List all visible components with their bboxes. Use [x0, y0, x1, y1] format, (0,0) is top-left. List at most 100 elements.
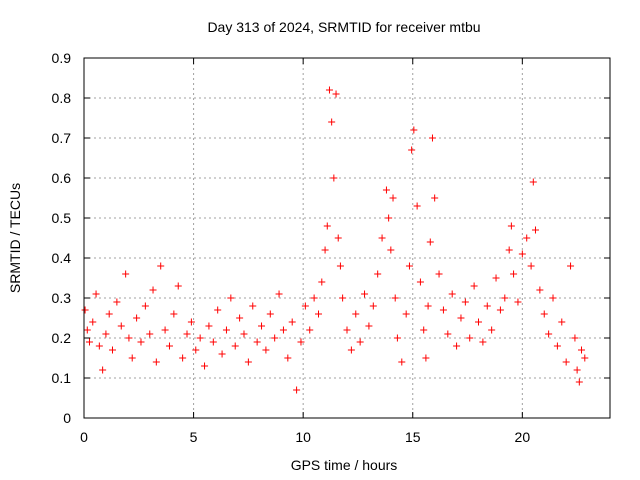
grid — [84, 58, 610, 418]
data-point — [293, 386, 301, 394]
y-tick-label: 0.4 — [52, 250, 72, 266]
axis-ticks: 0 0.1 0.2 0.3 0.4 0.5 0.6 0.7 0.8 0.9 0 5 10 15 20 — [52, 50, 610, 445]
data-point — [488, 326, 496, 334]
data-point — [391, 294, 399, 302]
data-point — [435, 270, 443, 278]
data-point — [505, 246, 513, 254]
data-point — [334, 234, 342, 242]
data-point — [545, 330, 553, 338]
data-point — [398, 358, 406, 366]
data-point — [330, 174, 338, 182]
data-point — [439, 306, 447, 314]
data-point — [416, 278, 424, 286]
data-point — [431, 194, 439, 202]
data-point — [410, 126, 418, 134]
data-point — [122, 270, 130, 278]
data-point — [179, 354, 187, 362]
data-point — [218, 350, 226, 358]
data-point — [187, 318, 195, 326]
y-tick-label: 0 — [63, 410, 71, 426]
data-point — [174, 282, 182, 290]
data-point — [125, 334, 133, 342]
data-point — [85, 338, 93, 346]
data-point — [549, 294, 557, 302]
data-point — [470, 282, 478, 290]
data-point — [393, 334, 401, 342]
plot-frame — [83, 57, 611, 419]
data-point — [385, 214, 393, 222]
data-point — [339, 294, 347, 302]
data-point — [99, 366, 107, 374]
data-point — [466, 334, 474, 342]
data-point — [306, 326, 314, 334]
data-point — [141, 302, 149, 310]
x-tick-label: 5 — [190, 429, 198, 445]
data-point — [325, 86, 333, 94]
data-point — [352, 310, 360, 318]
data-point — [222, 326, 230, 334]
data-point — [321, 246, 329, 254]
data-point — [201, 362, 209, 370]
data-point — [428, 134, 436, 142]
data-point — [453, 342, 461, 350]
data-point — [236, 314, 244, 322]
data-point — [461, 298, 469, 306]
data-point — [420, 326, 428, 334]
data-point — [510, 270, 518, 278]
data-point — [205, 322, 213, 330]
data-point — [149, 286, 157, 294]
data-point — [336, 262, 344, 270]
data-point — [575, 378, 583, 386]
data-point — [244, 358, 252, 366]
data-point — [89, 318, 97, 326]
data-point — [253, 338, 261, 346]
data-point — [209, 338, 217, 346]
data-point — [365, 322, 373, 330]
data-point — [231, 342, 239, 350]
data-point — [310, 294, 318, 302]
y-tick-label: 0.6 — [52, 170, 72, 186]
data-point — [152, 358, 160, 366]
data-point — [328, 118, 336, 126]
data-point — [92, 290, 100, 298]
data-point — [81, 306, 89, 314]
data-point — [562, 358, 570, 366]
data-point — [318, 278, 326, 286]
data-point — [347, 346, 355, 354]
x-tick-label: 15 — [405, 429, 421, 445]
data-point — [567, 262, 575, 270]
data-point — [540, 310, 548, 318]
data-point — [102, 330, 110, 338]
data-point — [457, 314, 465, 322]
data-point — [408, 146, 416, 154]
data-point — [258, 322, 266, 330]
data-point — [146, 330, 154, 338]
data-point — [83, 326, 91, 334]
data-point — [529, 178, 537, 186]
data-point — [475, 318, 482, 326]
data-point — [183, 330, 191, 338]
data-point — [240, 330, 248, 338]
data-point — [137, 338, 145, 346]
data-point — [405, 262, 413, 270]
data-point — [165, 342, 173, 350]
data-point — [369, 302, 377, 310]
data-point — [424, 302, 432, 310]
data-point — [356, 338, 364, 346]
data-point — [249, 302, 257, 310]
chart-title: Day 313 of 2024, SRMTID for receiver mtb… — [207, 19, 480, 35]
data-point — [133, 314, 141, 322]
data-point — [113, 298, 121, 306]
data-point — [214, 306, 222, 314]
x-tick-label: 20 — [515, 429, 531, 445]
data-point — [128, 354, 136, 362]
data-point — [262, 346, 270, 354]
data-point — [301, 302, 309, 310]
data-point — [426, 238, 434, 246]
data-point — [389, 194, 397, 202]
data-point — [157, 262, 165, 270]
data-point — [507, 222, 515, 230]
y-axis-title: SRMTID / TECUs — [7, 183, 23, 293]
y-tick-label: 0.1 — [52, 370, 72, 386]
data-point — [518, 250, 526, 258]
